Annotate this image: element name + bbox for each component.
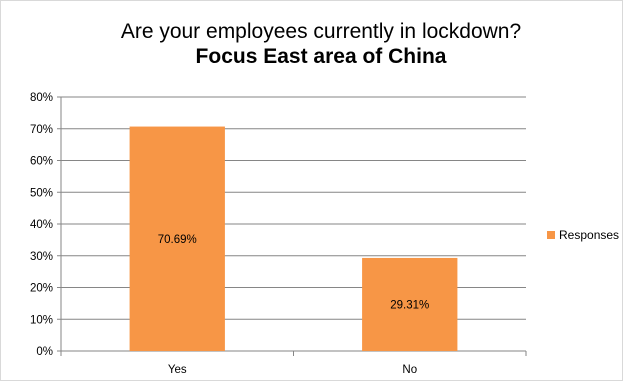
y-tick-label: 10% [30, 314, 53, 326]
x-tick-label: No [402, 364, 417, 376]
y-tick-label: 80% [30, 92, 53, 104]
chart-subtitle: Focus East area of China [195, 45, 447, 68]
bar-no [362, 257, 458, 351]
legend-label: Responses [559, 228, 620, 242]
data-label: 70.69% [158, 234, 197, 246]
legend-swatch [547, 231, 555, 239]
legend: Responses [547, 228, 619, 242]
y-tick-label: 20% [30, 283, 53, 295]
y-tick-label: 50% [30, 187, 53, 199]
bar-yes [129, 126, 225, 351]
y-tick-label: 0% [36, 346, 53, 358]
y-tick-label: 30% [30, 251, 53, 263]
data-label: 29.31% [390, 299, 429, 311]
x-tick-label: Yes [168, 364, 187, 376]
y-tick-label: 60% [30, 156, 53, 168]
y-tick-label: 70% [30, 124, 53, 136]
y-tick-label: 40% [30, 219, 53, 231]
chart-title: Are your employees currently in lockdown… [120, 20, 522, 43]
